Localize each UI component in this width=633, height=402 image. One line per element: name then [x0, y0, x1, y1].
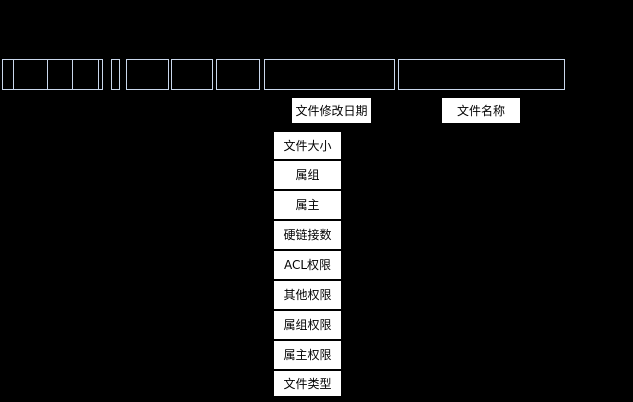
- owner-permission-cell: [14, 60, 48, 89]
- label-owner: 属主: [273, 190, 342, 220]
- label-other-permission: 其他权限: [273, 280, 342, 310]
- file-name-box: [398, 59, 565, 90]
- label-file-size: 文件大小: [273, 131, 342, 160]
- hard-link-count-box: [111, 59, 120, 90]
- file-type-cell: [3, 60, 14, 89]
- other-permission-cell: [73, 60, 99, 89]
- permission-fields-box: [2, 59, 103, 90]
- acl-flag-cell: [99, 60, 102, 89]
- modify-date-box: [264, 59, 395, 90]
- label-group: 属组: [273, 160, 342, 190]
- label-file-type: 文件类型: [273, 370, 342, 397]
- label-file-name: 文件名称: [441, 97, 521, 124]
- label-hard-link-count: 硬链接数: [273, 220, 342, 250]
- label-owner-permission: 属主权限: [273, 340, 342, 370]
- owner-box: [126, 59, 169, 90]
- label-acl-permission: ACL权限: [273, 250, 342, 280]
- field-label-stack: 文件大小 属组 属主 硬链接数 ACL权限 其他权限 属组权限 属主权限 文件类…: [273, 131, 342, 397]
- label-modify-date: 文件修改日期: [291, 97, 372, 124]
- group-permission-cell: [48, 60, 73, 89]
- file-size-box: [216, 59, 260, 90]
- label-group-permission: 属组权限: [273, 310, 342, 340]
- group-box: [171, 59, 213, 90]
